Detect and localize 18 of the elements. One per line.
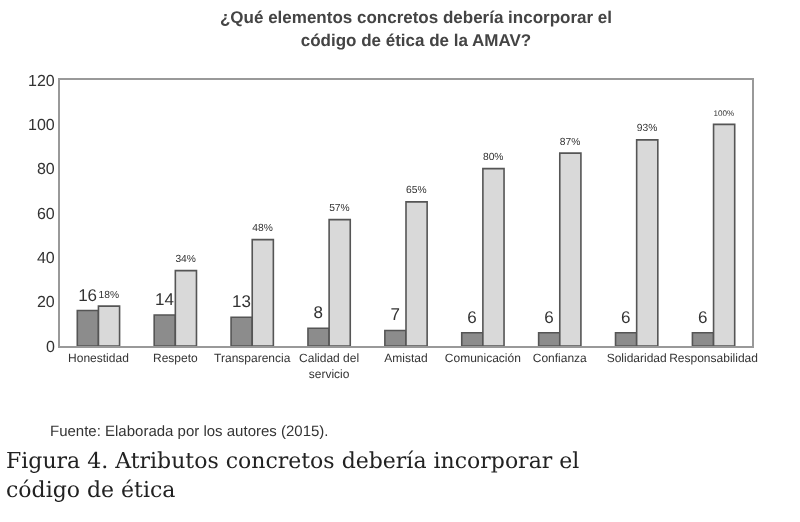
y-tick-label: 80 — [36, 160, 56, 179]
data-label: 6 — [697, 306, 708, 327]
y-tick-label: 0 — [45, 337, 56, 356]
chart-title: ¿Qué elementos concretos debería incorporar el código de ética de la AMAV? — [219, 7, 613, 50]
y-tick-label: 20 — [36, 293, 56, 312]
y-tick-label: 100 — [28, 115, 56, 134]
data-label: 13 — [231, 291, 252, 312]
data-label: 8 — [313, 302, 324, 323]
data-label: 6 — [544, 306, 555, 327]
y-tick-label: 40 — [36, 248, 56, 267]
data-label: 7 — [390, 304, 401, 325]
text: Figura 4. Atributos concretos debería incorporar el código de ética — [6, 448, 581, 503]
y-tick-label: 120 — [28, 71, 56, 90]
data-label: 16 — [78, 284, 98, 305]
data-label: 6 — [467, 306, 478, 327]
data-label: 6 — [621, 306, 632, 327]
y-tick-label: 60 — [36, 204, 56, 223]
data-label: 14 — [155, 288, 175, 309]
